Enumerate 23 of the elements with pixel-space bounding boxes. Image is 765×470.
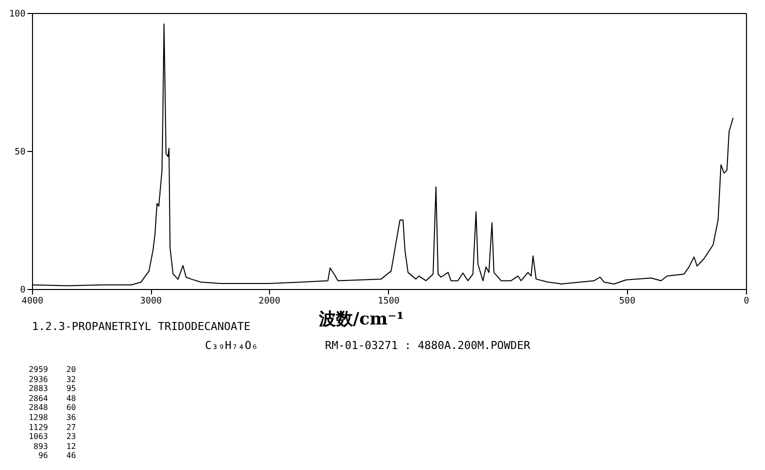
text: 2959 20: [28, 365, 76, 374]
text: 2848 60: [28, 403, 76, 412]
x-tick-label: 1500: [378, 296, 400, 306]
text: C₃₉H₇₄O₆: [205, 339, 258, 352]
text: 1298 36: [28, 413, 76, 422]
text: 1129 27: [28, 422, 76, 432]
y-tick-label: 50: [14, 148, 26, 158]
text: 1.2.3-PROPANETRIYL TRIDODECANOATE: [32, 320, 251, 333]
x-tick-label: 3000: [140, 296, 162, 306]
x-tick-label: 0: [744, 296, 750, 306]
text: 2936 32: [28, 374, 76, 384]
y-tick-label: 100: [9, 10, 26, 20]
text: RM-01-03271 : 4880A.200M.POWDER: [325, 339, 530, 352]
x-tick-label: 4000: [22, 296, 44, 306]
text: 2883 95: [28, 384, 76, 394]
text: 1063 23: [28, 432, 76, 442]
x-axis-title: 波数/cm⁻¹: [318, 310, 404, 330]
text: 96 46: [38, 451, 76, 460]
x-tick-label: 2000: [258, 296, 280, 306]
x-tick-label: 500: [619, 296, 636, 306]
text: 893 12: [34, 442, 76, 451]
text: 2864 48: [28, 394, 76, 403]
y-tick-label: 0: [20, 286, 26, 296]
